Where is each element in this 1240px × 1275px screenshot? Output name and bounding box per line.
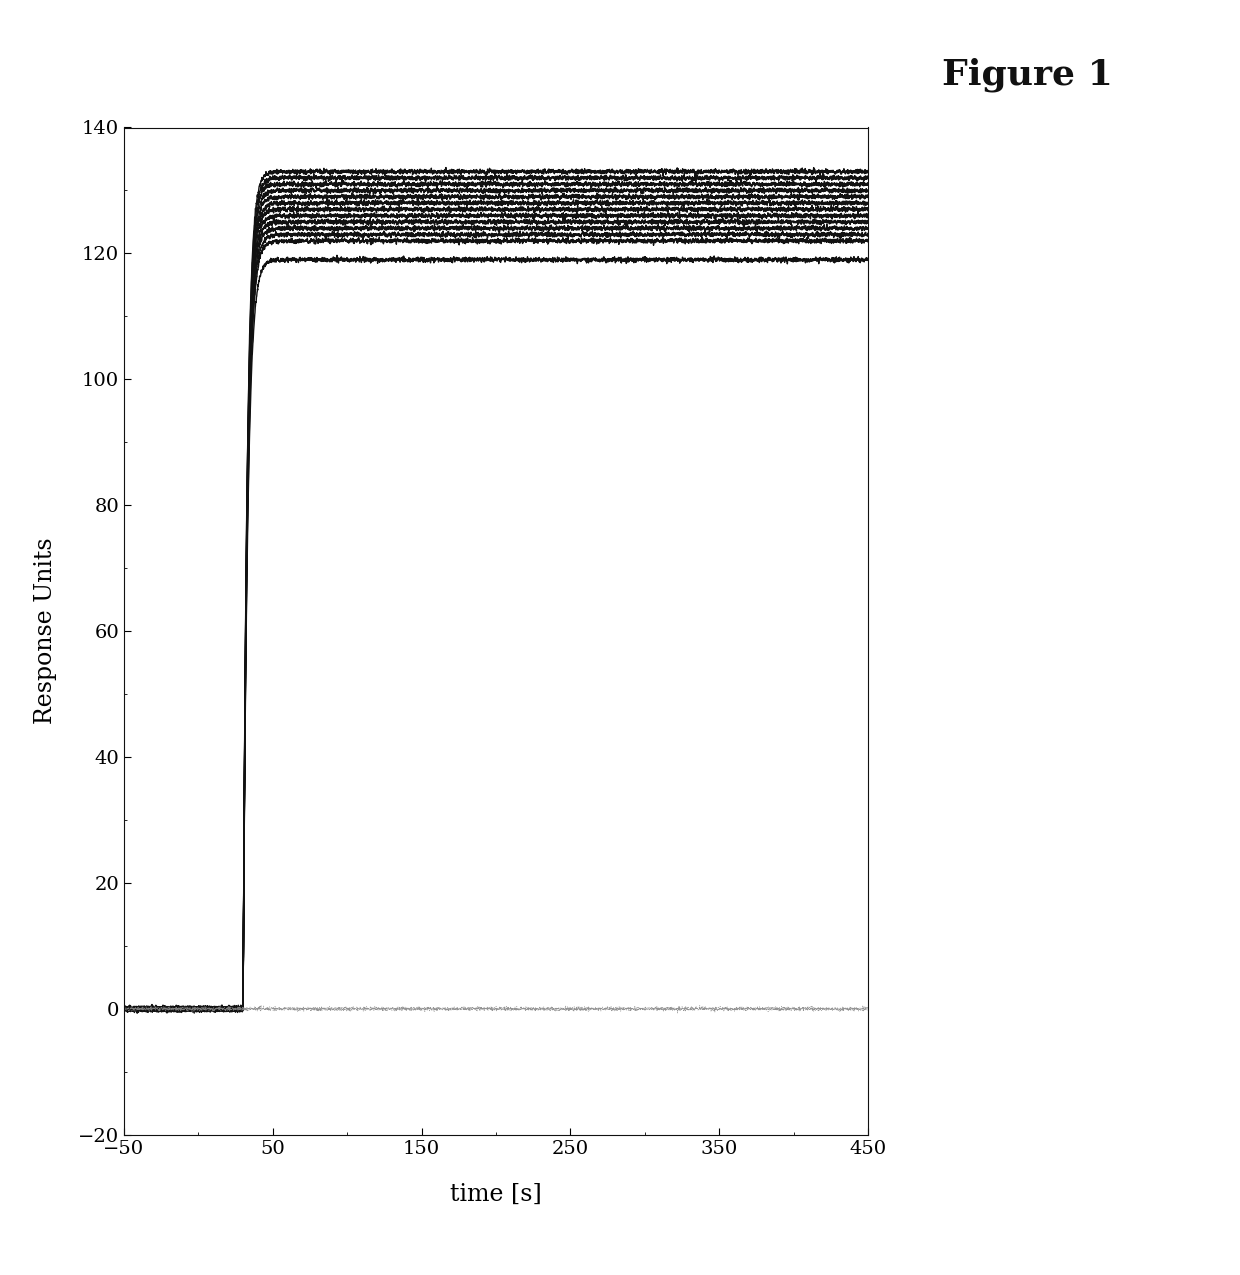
X-axis label: time [s]: time [s] <box>450 1183 542 1206</box>
Y-axis label: Response Units: Response Units <box>35 538 57 724</box>
Text: Figure 1: Figure 1 <box>942 57 1114 92</box>
